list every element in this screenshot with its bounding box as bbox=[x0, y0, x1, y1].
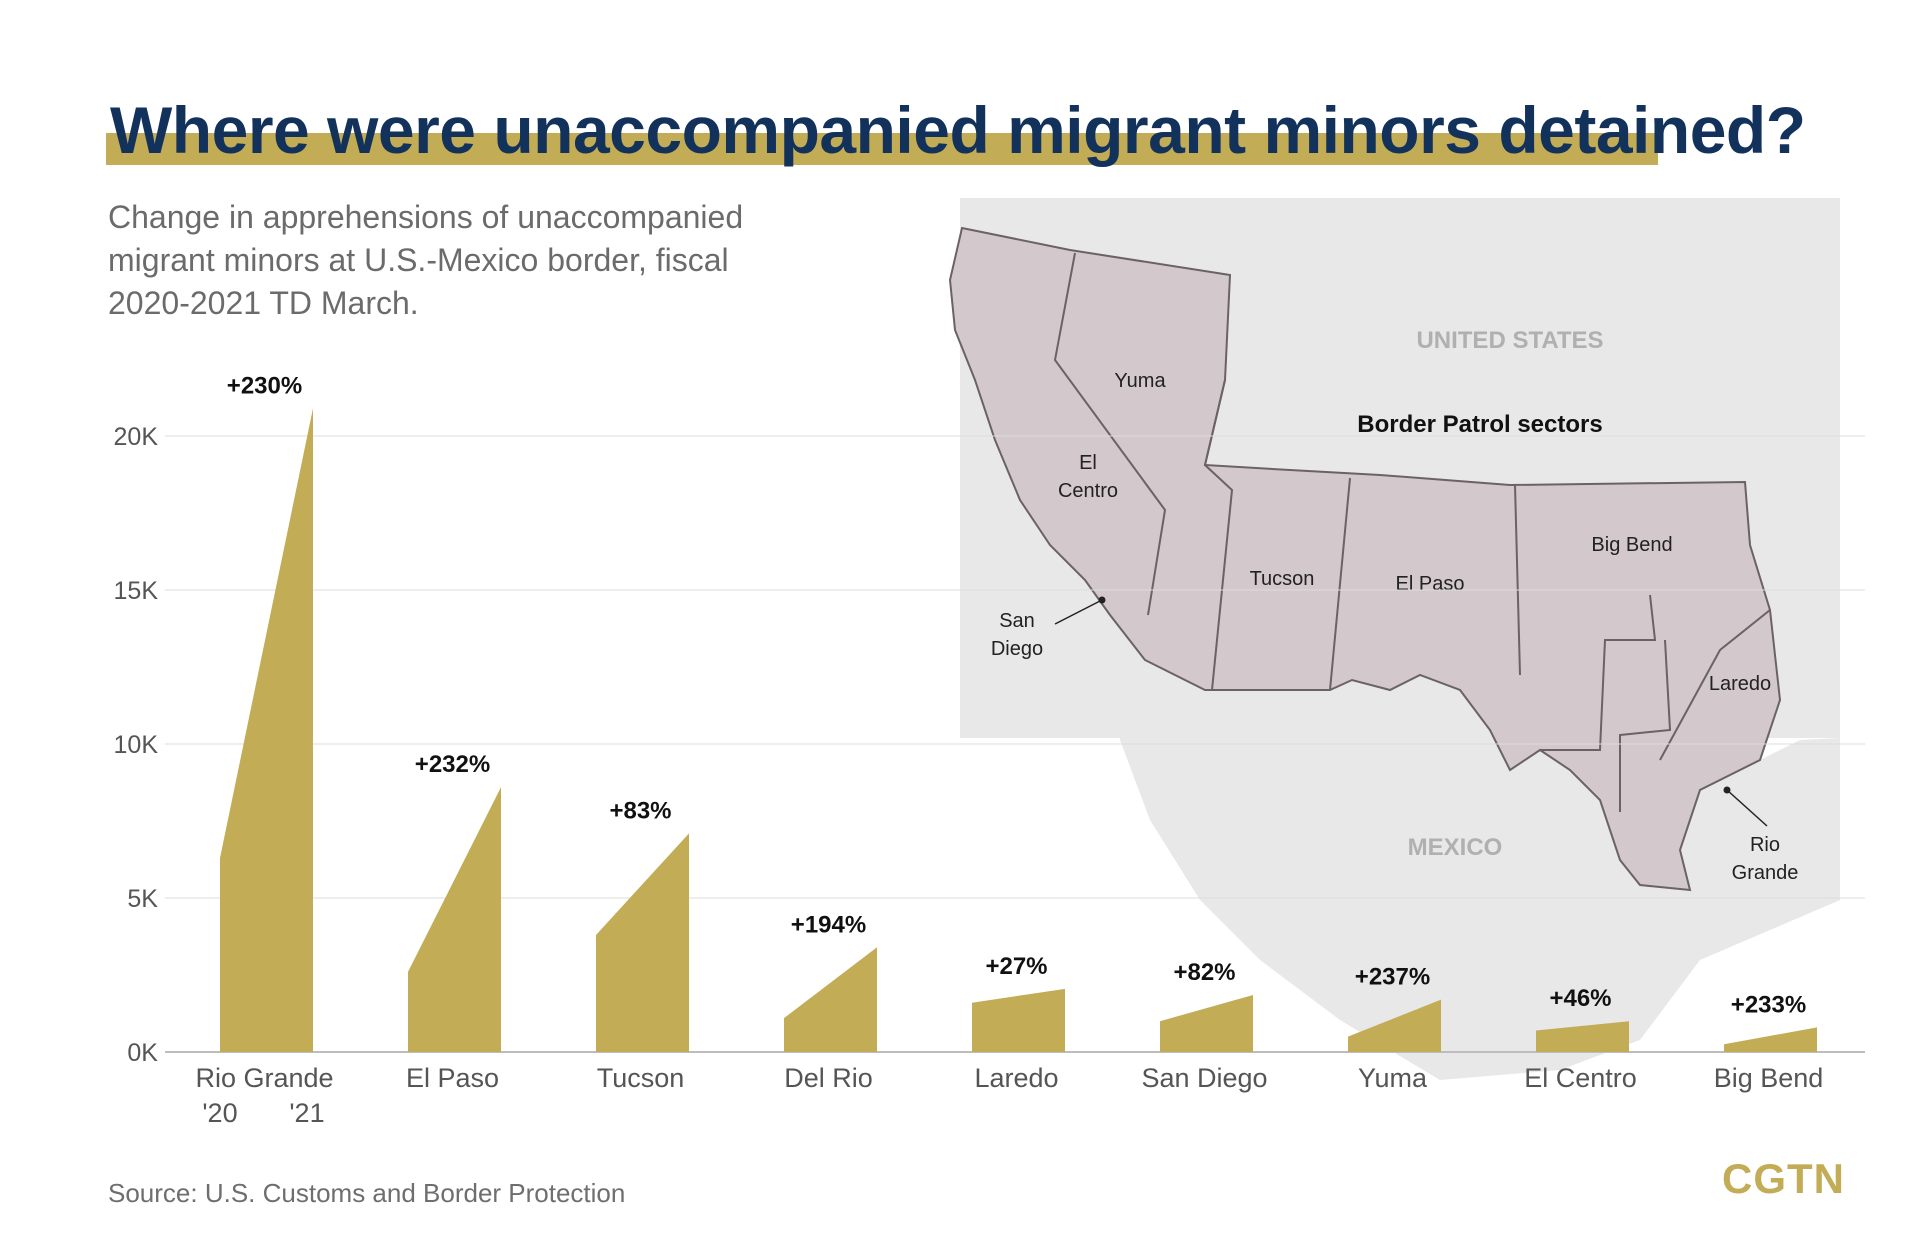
area-mark-el-paso bbox=[408, 787, 501, 1052]
x-category-label: Del Rio bbox=[784, 1063, 873, 1093]
x-sublabel-2020: '20 bbox=[202, 1098, 237, 1128]
x-axis: Rio Grande El Paso Tucson Del Rio Laredo San … bbox=[195, 1063, 1823, 1128]
y-tick-label: 0K bbox=[127, 1039, 158, 1067]
x-category-label: El Paso bbox=[406, 1063, 499, 1093]
san-diego-marker bbox=[1098, 596, 1106, 604]
sector-label-el-centro-line2: Centro bbox=[1058, 480, 1118, 502]
baja-peninsula bbox=[1100, 612, 1235, 880]
area-mark-san-diego bbox=[1160, 995, 1253, 1052]
area-mark-big-bend bbox=[1724, 1027, 1817, 1052]
sector-label-laredo: Laredo bbox=[1709, 673, 1771, 695]
pct-change-label: +82% bbox=[1173, 959, 1235, 986]
x-category-label: Rio Grande bbox=[195, 1063, 333, 1093]
area-mark-tucson bbox=[596, 833, 689, 1052]
pct-change-label: +46% bbox=[1549, 985, 1611, 1012]
sector-border bbox=[1540, 594, 1657, 751]
x-category-label: San Diego bbox=[1141, 1063, 1267, 1093]
x-category-label: Big Bend bbox=[1714, 1063, 1824, 1093]
sector-label-rio-grande-line1: Rio bbox=[1750, 834, 1780, 856]
mexico-landmass bbox=[1110, 615, 1840, 1080]
x-category-label: Laredo bbox=[974, 1063, 1058, 1093]
x-category-label: Yuma bbox=[1358, 1063, 1428, 1093]
pct-change-label: +233% bbox=[1731, 991, 1806, 1018]
y-tick-label: 5K bbox=[127, 885, 158, 913]
map-heading: Border Patrol sectors bbox=[1357, 411, 1602, 438]
sector-label-san-diego-line2: Diego bbox=[991, 638, 1043, 660]
map-label-united-states: UNITED STATES bbox=[1416, 327, 1603, 354]
us-sectors-region bbox=[948, 226, 1782, 892]
pct-change-label: +237% bbox=[1355, 964, 1430, 991]
y-tick-label: 15K bbox=[114, 577, 159, 605]
pct-change-label: +27% bbox=[985, 953, 1047, 980]
sector-label-big-bend: Big Bend bbox=[1591, 534, 1672, 556]
cgtn-logo: CGTN bbox=[1722, 1155, 1845, 1202]
area-mark-rio-grande bbox=[220, 408, 313, 1052]
map-label-mexico: MEXICO bbox=[1408, 834, 1503, 861]
title-highlight-bar bbox=[106, 133, 1658, 165]
y-axis: 0K 5K 10K 15K 20K bbox=[114, 423, 159, 1067]
chart-areas: +230% +232% +83% +194% +27% +82% +237% +46% +233… bbox=[220, 372, 1817, 1052]
sector-border bbox=[1053, 252, 1167, 616]
source-note: Source: U.S. Customs and Border Protecti… bbox=[108, 1178, 626, 1208]
rio-grande-marker bbox=[1723, 786, 1731, 794]
area-mark-laredo bbox=[972, 988, 1065, 1052]
sector-border bbox=[1659, 609, 1771, 761]
area-mark-el-centro bbox=[1536, 1021, 1629, 1052]
sector-label-san-diego-line1: San bbox=[999, 610, 1035, 632]
pct-change-label: +230% bbox=[227, 372, 302, 399]
pct-change-label: +232% bbox=[415, 751, 490, 778]
rio-grande-leader-line bbox=[1726, 789, 1768, 827]
y-tick-label: 10K bbox=[114, 731, 159, 759]
sector-label-rio-grande-line2: Grande bbox=[1732, 862, 1799, 884]
san-diego-leader-line bbox=[1054, 599, 1103, 625]
border-map: UNITED STATES MEXICO Border Patrol secto… bbox=[948, 198, 1840, 1080]
sector-label-el-paso: El Paso bbox=[1396, 573, 1465, 595]
x-category-label: El Centro bbox=[1524, 1063, 1637, 1093]
pct-change-label: +83% bbox=[609, 797, 671, 824]
area-mark-yuma bbox=[1348, 999, 1441, 1052]
chart-title: Where were unaccompanied migrant minors … bbox=[110, 93, 1806, 167]
chart-subtitle: Change in apprehensions of unaccompanied… bbox=[108, 199, 744, 321]
sector-label-tucson: Tucson bbox=[1250, 568, 1315, 590]
sector-label-el-centro-line1: El bbox=[1079, 452, 1097, 474]
y-tick-label: 20K bbox=[114, 423, 159, 451]
pct-change-label: +194% bbox=[791, 911, 866, 938]
sector-label-yuma: Yuma bbox=[1114, 370, 1166, 392]
area-mark-del-rio bbox=[784, 947, 877, 1052]
sector-border bbox=[1329, 477, 1351, 691]
sector-border bbox=[1514, 484, 1521, 676]
x-sublabel-2021: '21 bbox=[289, 1098, 324, 1128]
sector-border bbox=[1619, 639, 1672, 812]
x-category-label: Tucson bbox=[597, 1063, 685, 1093]
